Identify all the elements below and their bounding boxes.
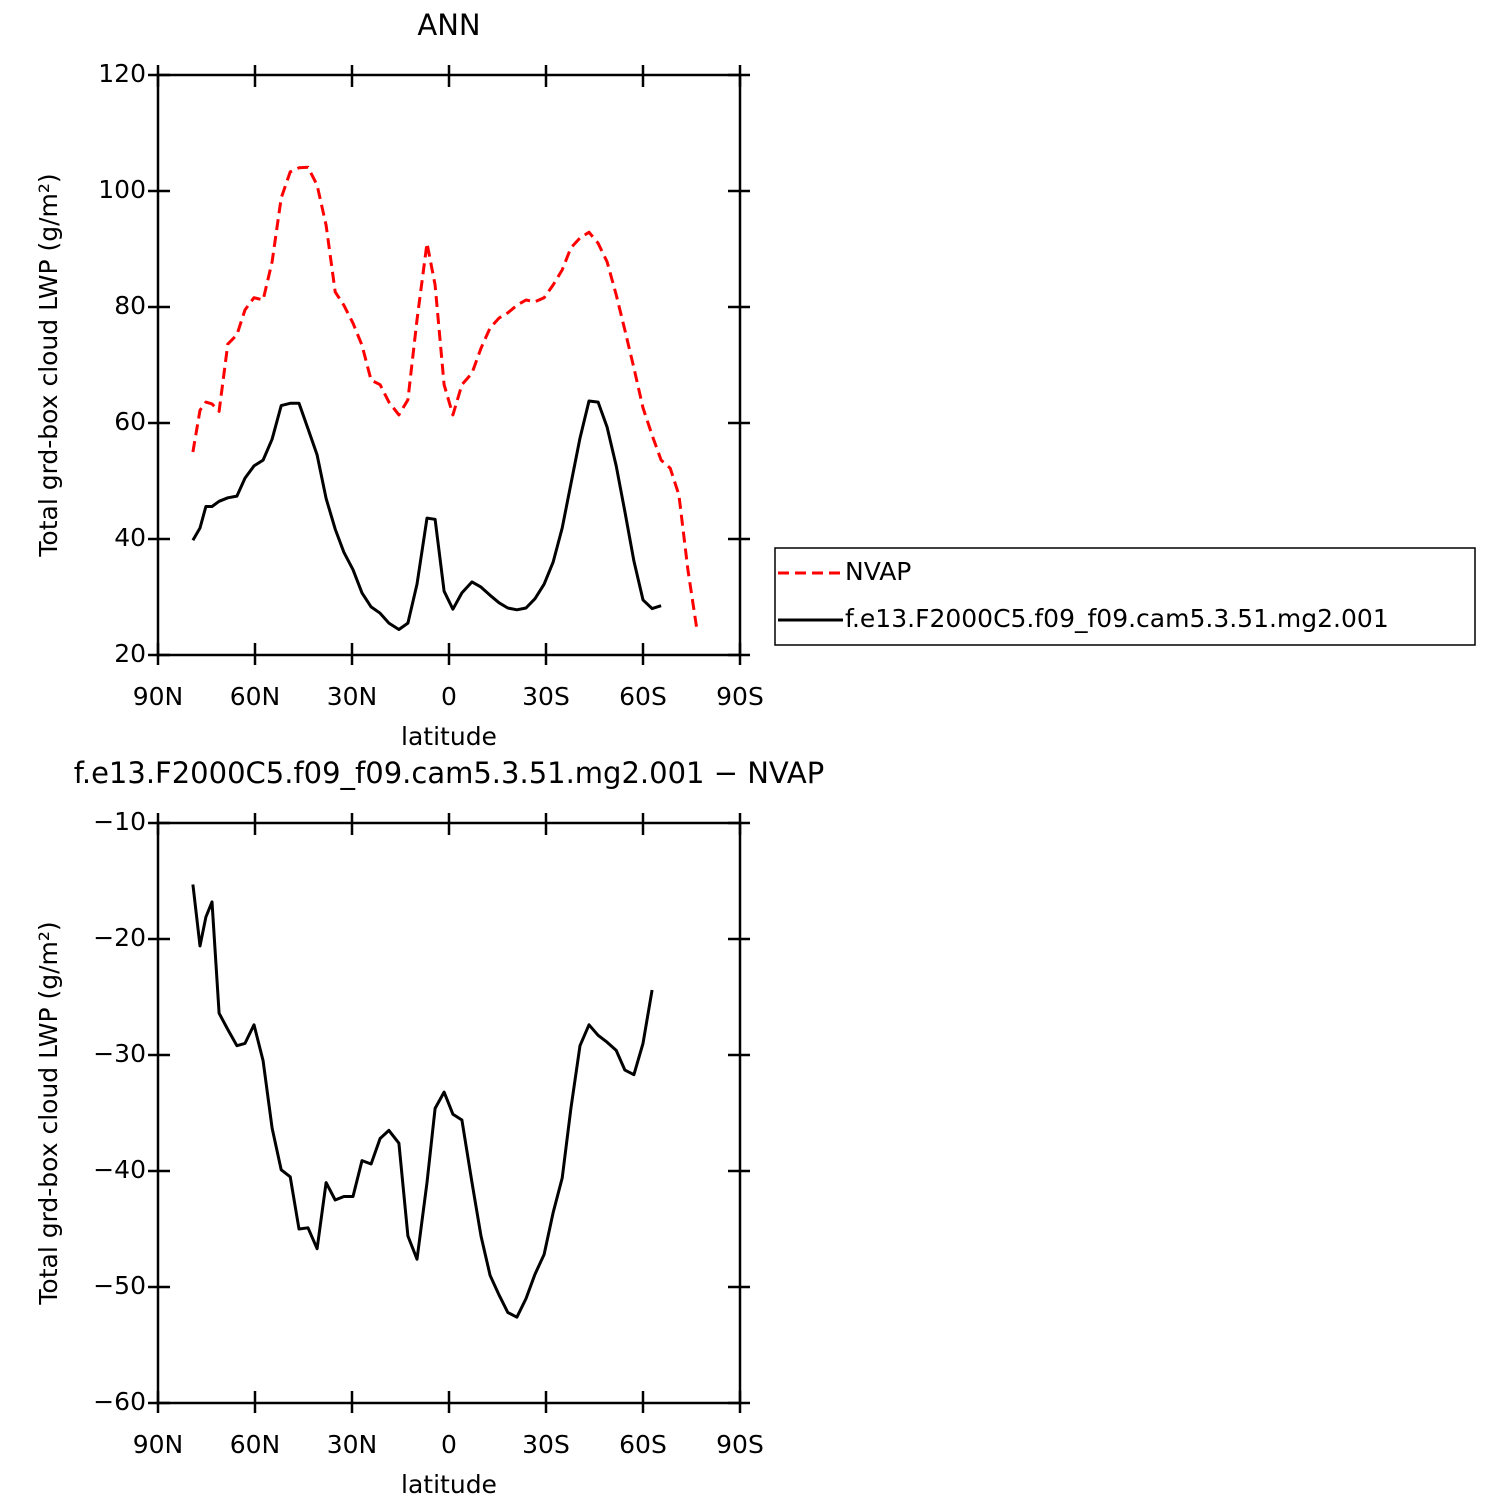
x-tick-label: 90N: [133, 682, 184, 711]
legend-label: NVAP: [845, 557, 911, 586]
series-line: [191, 884, 654, 1319]
plot-frame: [156, 73, 742, 657]
legend-box: [774, 547, 1476, 646]
y-tick-label: 60: [114, 407, 146, 436]
legend-label: f.e13.F2000C5.f09_f09.cam5.3.51.mg2.001: [845, 604, 1389, 633]
x-tick-label: 60S: [619, 682, 667, 711]
x-tick-label: 60S: [619, 1430, 667, 1459]
y-tick-label: −40: [93, 1155, 146, 1184]
x-tick-label: 30N: [327, 682, 378, 711]
y-tick-label: −60: [93, 1387, 146, 1416]
x-tick-label: 30S: [522, 1430, 570, 1459]
x-axis-label: latitude: [401, 1470, 497, 1499]
y-tick-label: 120: [98, 59, 146, 88]
x-tick-label: 60N: [230, 682, 281, 711]
y-tick-label: 100: [98, 175, 146, 204]
x-axis-label: latitude: [401, 722, 497, 751]
x-tick-label: 60N: [230, 1430, 281, 1459]
y-tick-label: −50: [93, 1271, 146, 1300]
series-line: [191, 399, 662, 631]
y-tick-label: 40: [114, 523, 146, 552]
x-tick-label: 90N: [133, 1430, 184, 1459]
chart-title: f.e13.F2000C5.f09_f09.cam5.3.51.mg2.001 …: [74, 756, 824, 790]
x-tick-label: 90S: [716, 682, 764, 711]
chart-title: ANN: [417, 8, 480, 42]
y-tick-label: 80: [114, 291, 146, 320]
y-tick-label: −10: [93, 807, 146, 836]
series-line: [191, 165, 699, 631]
plot-frame: [156, 821, 742, 1405]
y-tick-label: −20: [93, 923, 146, 952]
y-tick-label: 20: [114, 639, 146, 668]
x-tick-label: 30N: [327, 1430, 378, 1459]
x-tick-label: 0: [441, 1430, 457, 1459]
x-tick-label: 30S: [522, 682, 570, 711]
x-tick-label: 90S: [716, 1430, 764, 1459]
y-axis-label: Total grd-box cloud LWP (g/m²): [34, 173, 63, 557]
y-tick-label: −30: [93, 1039, 146, 1068]
y-axis-label: Total grd-box cloud LWP (g/m²): [34, 921, 63, 1305]
x-tick-label: 0: [441, 682, 457, 711]
